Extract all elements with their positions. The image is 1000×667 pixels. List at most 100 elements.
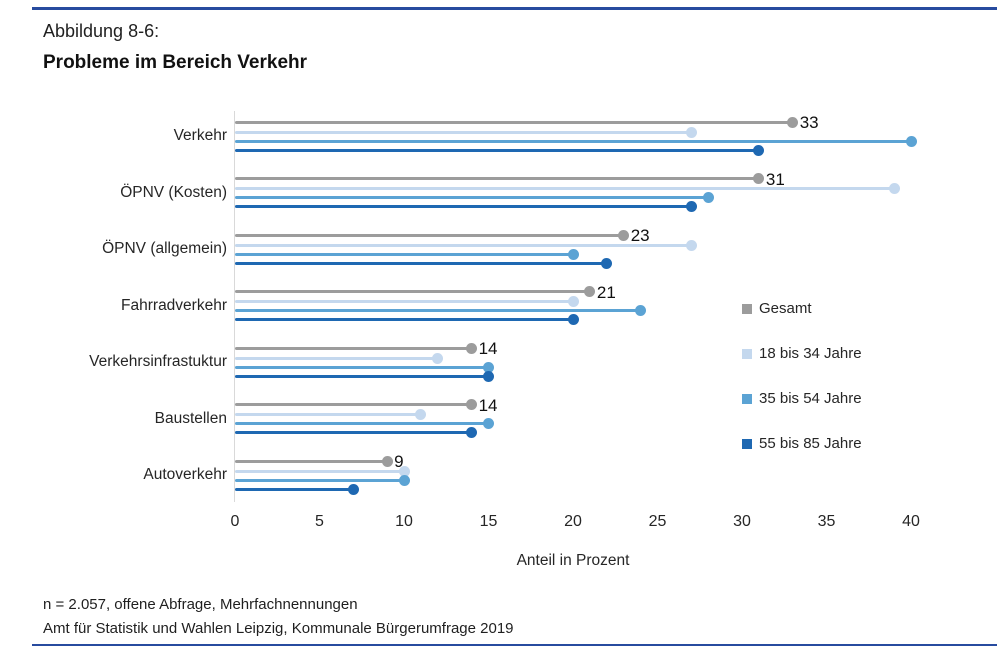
lollipop-stem (235, 300, 573, 303)
lollipop-dot (888, 183, 900, 194)
lollipop-stem (235, 318, 573, 321)
lollipop-dot (685, 201, 697, 212)
legend-item: Gesamt (742, 300, 812, 317)
lollipop-stem (235, 487, 354, 491)
lollipop-stem (235, 139, 911, 143)
lollipop-dot (347, 483, 359, 495)
lollipop-stem (235, 374, 489, 378)
x-tick-label: 35 (817, 513, 836, 530)
category-label: Verkehr (173, 127, 227, 144)
legend-item: 55 bis 85 Jahre (742, 435, 862, 452)
x-tick-label: 5 (315, 513, 324, 530)
lollipop-dot (567, 314, 579, 325)
figure-rule-bottom (32, 644, 997, 646)
figure-title: Probleme im Bereich Verkehr (43, 52, 308, 73)
legend-label: 55 bis 85 Jahre (759, 435, 862, 452)
legend-swatch-icon (742, 438, 752, 449)
category-label: ÖPNV (Kosten) (120, 183, 227, 201)
footnote-source: Amt für Statistik und Wahlen Leipzig, Ko… (43, 620, 514, 637)
category-label: Fahrradverkehr (121, 296, 227, 314)
value-label: 9 (394, 452, 404, 471)
legend-swatch-icon (742, 393, 752, 404)
lollipop-stem (235, 478, 404, 482)
lollipop-stem (235, 290, 590, 293)
lollipop-stem (235, 356, 438, 360)
legend-swatch-icon (742, 348, 752, 359)
category-label: Verkehrsinfrastuktur (89, 353, 227, 370)
lollipop-dot (618, 229, 630, 241)
category-label: ÖPNV (allgemein) (102, 240, 227, 257)
lollipop-stem (235, 431, 472, 434)
x-tick-label: 0 (230, 513, 240, 530)
lollipop-stem (235, 205, 692, 208)
lollipop-dot (415, 409, 427, 420)
lollipop-dot (787, 116, 799, 128)
lollipop-stem (235, 469, 404, 473)
legend-label: 35 bis 54 Jahre (759, 390, 862, 407)
lollipop-stem (235, 120, 793, 124)
figure-label: Abbildung 8-6: (43, 21, 160, 41)
x-tick-label: 25 (648, 513, 667, 530)
value-label: 14 (478, 395, 498, 415)
lollipop-dot (432, 352, 444, 364)
lollipop-dot (601, 257, 613, 269)
lollipop-dot (398, 474, 410, 486)
legend-label: 18 bis 34 Jahre (759, 345, 862, 362)
lollipop-stem (235, 233, 624, 237)
lollipop-dot (685, 126, 697, 138)
lollipop-stem (235, 130, 692, 134)
lollipop-stem (235, 148, 759, 152)
lollipop-dot (702, 192, 714, 203)
value-label: 23 (630, 226, 650, 245)
lollipop-dot (466, 342, 478, 354)
lollipop-stem (235, 413, 421, 416)
category-label: Baustellen (154, 409, 227, 427)
lollipop-stem (235, 261, 607, 265)
lollipop-dot (483, 370, 494, 382)
lollipop-dot (584, 286, 596, 297)
lollipop-dot (753, 144, 765, 156)
lollipop-stem (235, 196, 709, 199)
lollipop-stem (235, 403, 472, 406)
legend-item: 18 bis 34 Jahre (742, 345, 862, 362)
lollipop-dot (483, 418, 494, 429)
lollipop-stem (235, 346, 472, 350)
x-tick-label: 30 (733, 513, 751, 530)
lollipop-dot (635, 305, 647, 316)
lollipop-stem (235, 365, 489, 369)
value-label: 31 (765, 169, 785, 189)
value-label: 21 (596, 282, 616, 302)
lollipop-dot (483, 361, 494, 373)
lollipop-stem (235, 187, 895, 190)
lollipop-dot (381, 455, 393, 467)
value-label: 33 (799, 113, 819, 132)
x-tick-label: 40 (902, 513, 920, 530)
value-label: 14 (478, 339, 498, 358)
x-tick-label: 20 (564, 513, 582, 530)
lollipop-dot (567, 296, 579, 307)
y-axis-line (234, 111, 235, 502)
lollipop-dot (466, 399, 478, 410)
x-tick-label: 15 (479, 513, 498, 530)
x-axis-title: Anteil in Prozent (516, 552, 630, 569)
lollipop-dot (905, 135, 917, 147)
legend-swatch-icon (742, 303, 752, 314)
lollipop-stem (235, 459, 388, 463)
figure-rule-top (32, 7, 997, 10)
legend-item: 35 bis 54 Jahre (742, 390, 862, 407)
lollipop-dot (753, 173, 765, 184)
lollipop-dot (398, 465, 410, 477)
footnote-sample: n = 2.057, offene Abfrage, Mehrfachnennu… (43, 596, 358, 613)
category-label: Autoverkehr (143, 466, 227, 483)
lollipop-dot (567, 248, 579, 260)
lollipop-stem (235, 243, 692, 247)
lollipop-dot (685, 239, 697, 251)
lollipop-stem (235, 309, 641, 312)
lollipop-dot (466, 427, 478, 438)
legend-label: Gesamt (759, 300, 812, 317)
lollipop-stem (235, 252, 573, 256)
lollipop-stem (235, 177, 759, 180)
x-tick-label: 10 (395, 513, 413, 530)
